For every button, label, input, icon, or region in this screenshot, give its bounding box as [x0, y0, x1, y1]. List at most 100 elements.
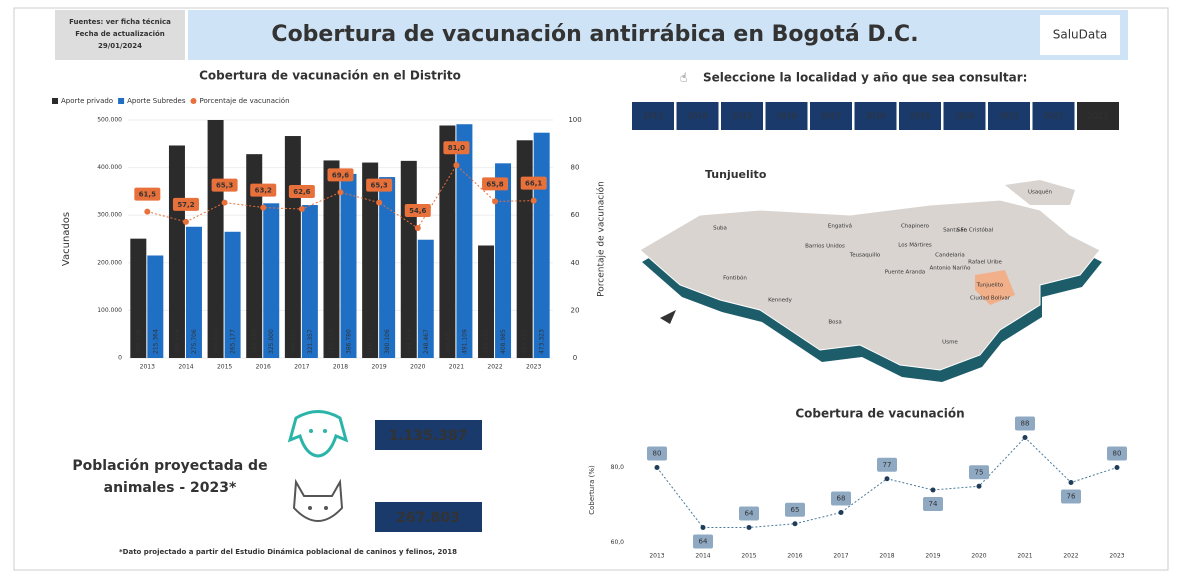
year-button[interactable] [1032, 102, 1075, 130]
bar-label: 380.106 [384, 329, 391, 354]
kpi-title: Población proyectada de [72, 458, 267, 474]
locality-label[interactable]: Candelaria [935, 253, 965, 259]
source-box [55, 10, 185, 60]
year-button[interactable] [899, 102, 941, 130]
year-button-label[interactable]: 2013 [643, 112, 663, 121]
locality-label[interactable]: Suba [713, 226, 727, 232]
y-tick-label: 80,0 [611, 464, 625, 471]
locality-label[interactable]: Tunjuelito [976, 283, 1004, 289]
bar-label: 428.239 [251, 329, 258, 354]
coverage-point [884, 476, 890, 482]
year-button[interactable] [632, 102, 674, 130]
year-button[interactable] [988, 102, 1030, 130]
bar [516, 140, 533, 358]
year-button-label[interactable]: 2019 [910, 112, 930, 121]
x-tick-label: 2021 [449, 364, 464, 371]
pct-point [260, 204, 267, 211]
locality-label[interactable]: San Cristóbal [957, 227, 994, 234]
coverage-label-box [1107, 446, 1127, 461]
pct-label-box [443, 141, 470, 155]
x-tick-label: 2023 [526, 364, 541, 371]
locality-label[interactable]: Chapinero [901, 224, 930, 230]
x-tick-label: 2018 [879, 553, 894, 560]
coverage-label: 75 [975, 468, 984, 476]
locality-label[interactable]: Fontibón [723, 275, 747, 282]
coverage-point [792, 521, 798, 527]
year-button-label[interactable]: 2021 [999, 112, 1019, 121]
year-button-label[interactable]: 2015 [732, 112, 752, 121]
dog-icon [287, 410, 349, 458]
pct-point [182, 218, 189, 225]
kpi-box [375, 502, 482, 532]
bar [456, 124, 473, 358]
locality-label[interactable]: Los Mártires [898, 242, 932, 249]
year-button[interactable] [810, 102, 852, 130]
x-tick-label: 2013 [140, 364, 155, 371]
map-highlight [975, 270, 1015, 305]
bar-label: 325.000 [268, 329, 275, 354]
coverage-label: 80 [653, 450, 662, 458]
year-button-label[interactable]: 2014 [687, 112, 707, 121]
locality-label[interactable]: Kennedy [768, 298, 793, 304]
chart-title: Cobertura de vacunación [795, 407, 964, 421]
x-tick-label: 2022 [487, 364, 502, 371]
bar-label: 491.109 [461, 329, 468, 354]
coverage-point [838, 510, 844, 515]
locality-label[interactable]: Usaquén [1028, 189, 1053, 196]
pct-label-box [211, 178, 238, 192]
year-button-label[interactable]: 2017 [821, 112, 841, 121]
year-button[interactable] [765, 102, 808, 130]
locality-label[interactable]: Puente Aranda [885, 270, 926, 276]
locality-label[interactable]: Engativá [828, 223, 852, 230]
pct-label: 65,3 [370, 182, 387, 190]
logo-box [1040, 15, 1120, 55]
y2-tick-label: 0 [573, 354, 577, 362]
y2-tick-label: 100 [568, 116, 581, 124]
locality-label[interactable]: Rafael Uribe [968, 260, 1002, 266]
locality-label[interactable]: Santa Fe [943, 228, 967, 234]
y-tick-label: 300.000 [97, 212, 122, 219]
year-button[interactable] [943, 102, 986, 130]
year-button-label[interactable]: 2018 [865, 112, 885, 121]
pct-label-box [172, 197, 199, 211]
pct-label: 61,5 [139, 191, 156, 199]
bar [400, 160, 417, 358]
coverage-label-box [1061, 489, 1081, 504]
year-button[interactable] [721, 102, 763, 130]
year-button[interactable] [854, 102, 897, 130]
y-tick-label: 100.000 [97, 307, 122, 314]
locality-label[interactable]: Barrios Unidos [805, 244, 845, 250]
year-button-label[interactable]: 2023 [1088, 112, 1108, 121]
locality-label[interactable]: Usme [942, 340, 958, 346]
coverage-label: 76 [1067, 493, 1076, 501]
coverage-label-box [831, 491, 851, 506]
x-tick-label: 2015 [217, 364, 232, 371]
x-tick-label: 2019 [371, 364, 386, 371]
locality-label[interactable]: Bosa [828, 320, 841, 326]
year-button-label[interactable]: 2022 [1043, 112, 1063, 121]
pct-point [221, 199, 228, 206]
pct-point [337, 189, 344, 196]
pct-label-box [327, 168, 354, 182]
coverage-label-box [785, 502, 805, 517]
coverage-label-box [1015, 416, 1035, 431]
locality-label[interactable]: Ciudad Bolívar [970, 295, 1011, 302]
bar [224, 231, 241, 358]
coverage-label: 64 [745, 510, 754, 518]
locality-label[interactable]: Teusaquillo [849, 253, 881, 259]
source-line: 29/01/2024 [98, 42, 142, 50]
bar [323, 160, 340, 358]
locality-label[interactable]: Antonio Nariño [929, 266, 971, 272]
y-tick-label: 0 [118, 355, 122, 362]
legend-marker [118, 98, 125, 104]
year-button[interactable] [1077, 102, 1119, 130]
bar [263, 203, 280, 358]
year-button[interactable] [676, 102, 719, 130]
coverage-label: 68 [837, 495, 846, 503]
bar [130, 238, 147, 358]
year-button-label[interactable]: 2020 [954, 112, 974, 121]
x-tick-label: 2019 [925, 553, 940, 560]
pct-label-box [404, 204, 431, 218]
coverage-label: 74 [929, 500, 938, 508]
year-button-label[interactable]: 2016 [776, 112, 796, 121]
